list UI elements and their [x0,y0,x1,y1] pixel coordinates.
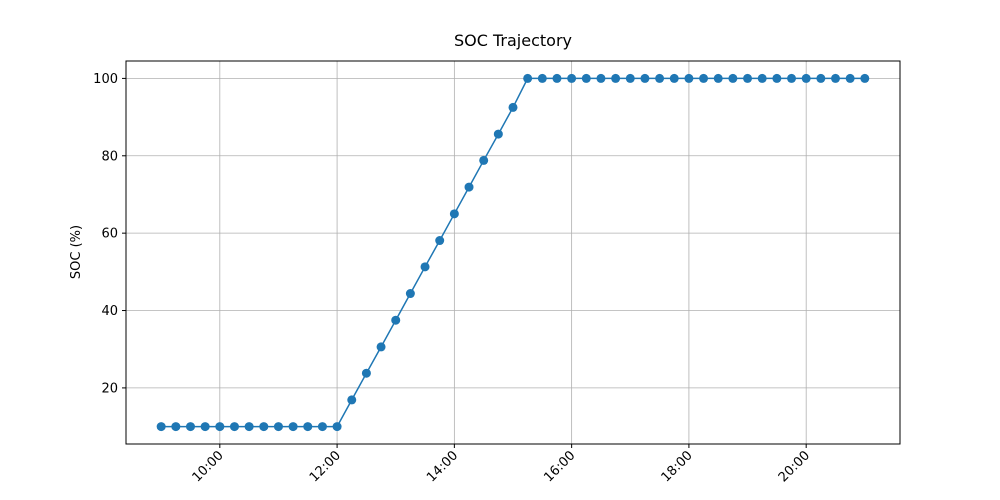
point [831,73,840,83]
point [684,73,694,83]
y-tick-label: 100 [93,72,118,87]
plot-frame [125,60,901,445]
y-tick-label: 20 [101,381,118,396]
x-tick-label: 16:00 [541,448,578,485]
point [347,395,357,405]
point [361,368,371,378]
point [757,73,767,83]
point [772,73,782,83]
point [171,422,181,432]
x-tick-label: 10:00 [190,448,227,485]
point [229,422,239,432]
point [376,342,386,352]
point [508,102,518,112]
x-tick-label: 18:00 [659,448,696,485]
point [787,73,797,83]
point [435,236,445,246]
point [332,422,342,432]
point [317,422,327,432]
point [420,262,430,272]
point [303,422,313,432]
y-axis-label: SOC (%) [69,225,84,279]
point [523,73,533,83]
point [552,73,562,83]
point [449,209,459,219]
point [537,73,547,83]
point [801,73,811,83]
point [244,422,254,432]
point [845,73,855,83]
point [215,422,225,432]
point [655,73,665,83]
chart-title: SOC Trajectory [454,31,572,50]
point [479,155,489,165]
point [860,73,870,83]
x-tick-label: 14:00 [424,448,461,485]
point [464,182,474,192]
point [611,73,621,83]
point [581,73,591,83]
y-tick-label: 60 [101,227,118,242]
point [288,422,298,432]
point [493,129,503,139]
point [713,73,723,83]
point [273,422,283,432]
point [567,73,577,83]
line [161,77,865,428]
point [596,73,606,83]
point [699,73,709,83]
point [405,289,415,299]
point [625,73,635,83]
point [743,73,753,83]
point [186,422,195,432]
point [156,422,166,432]
point [391,315,401,325]
y-tick-label: 80 [101,149,118,164]
point [728,73,738,83]
point [816,73,826,83]
x-tick-label: 20:00 [776,448,813,485]
y-tick-label: 40 [101,304,118,319]
point [640,73,650,83]
point [200,422,210,432]
point [669,73,679,83]
x-tick-label: 12:00 [307,448,344,485]
point [259,422,269,432]
